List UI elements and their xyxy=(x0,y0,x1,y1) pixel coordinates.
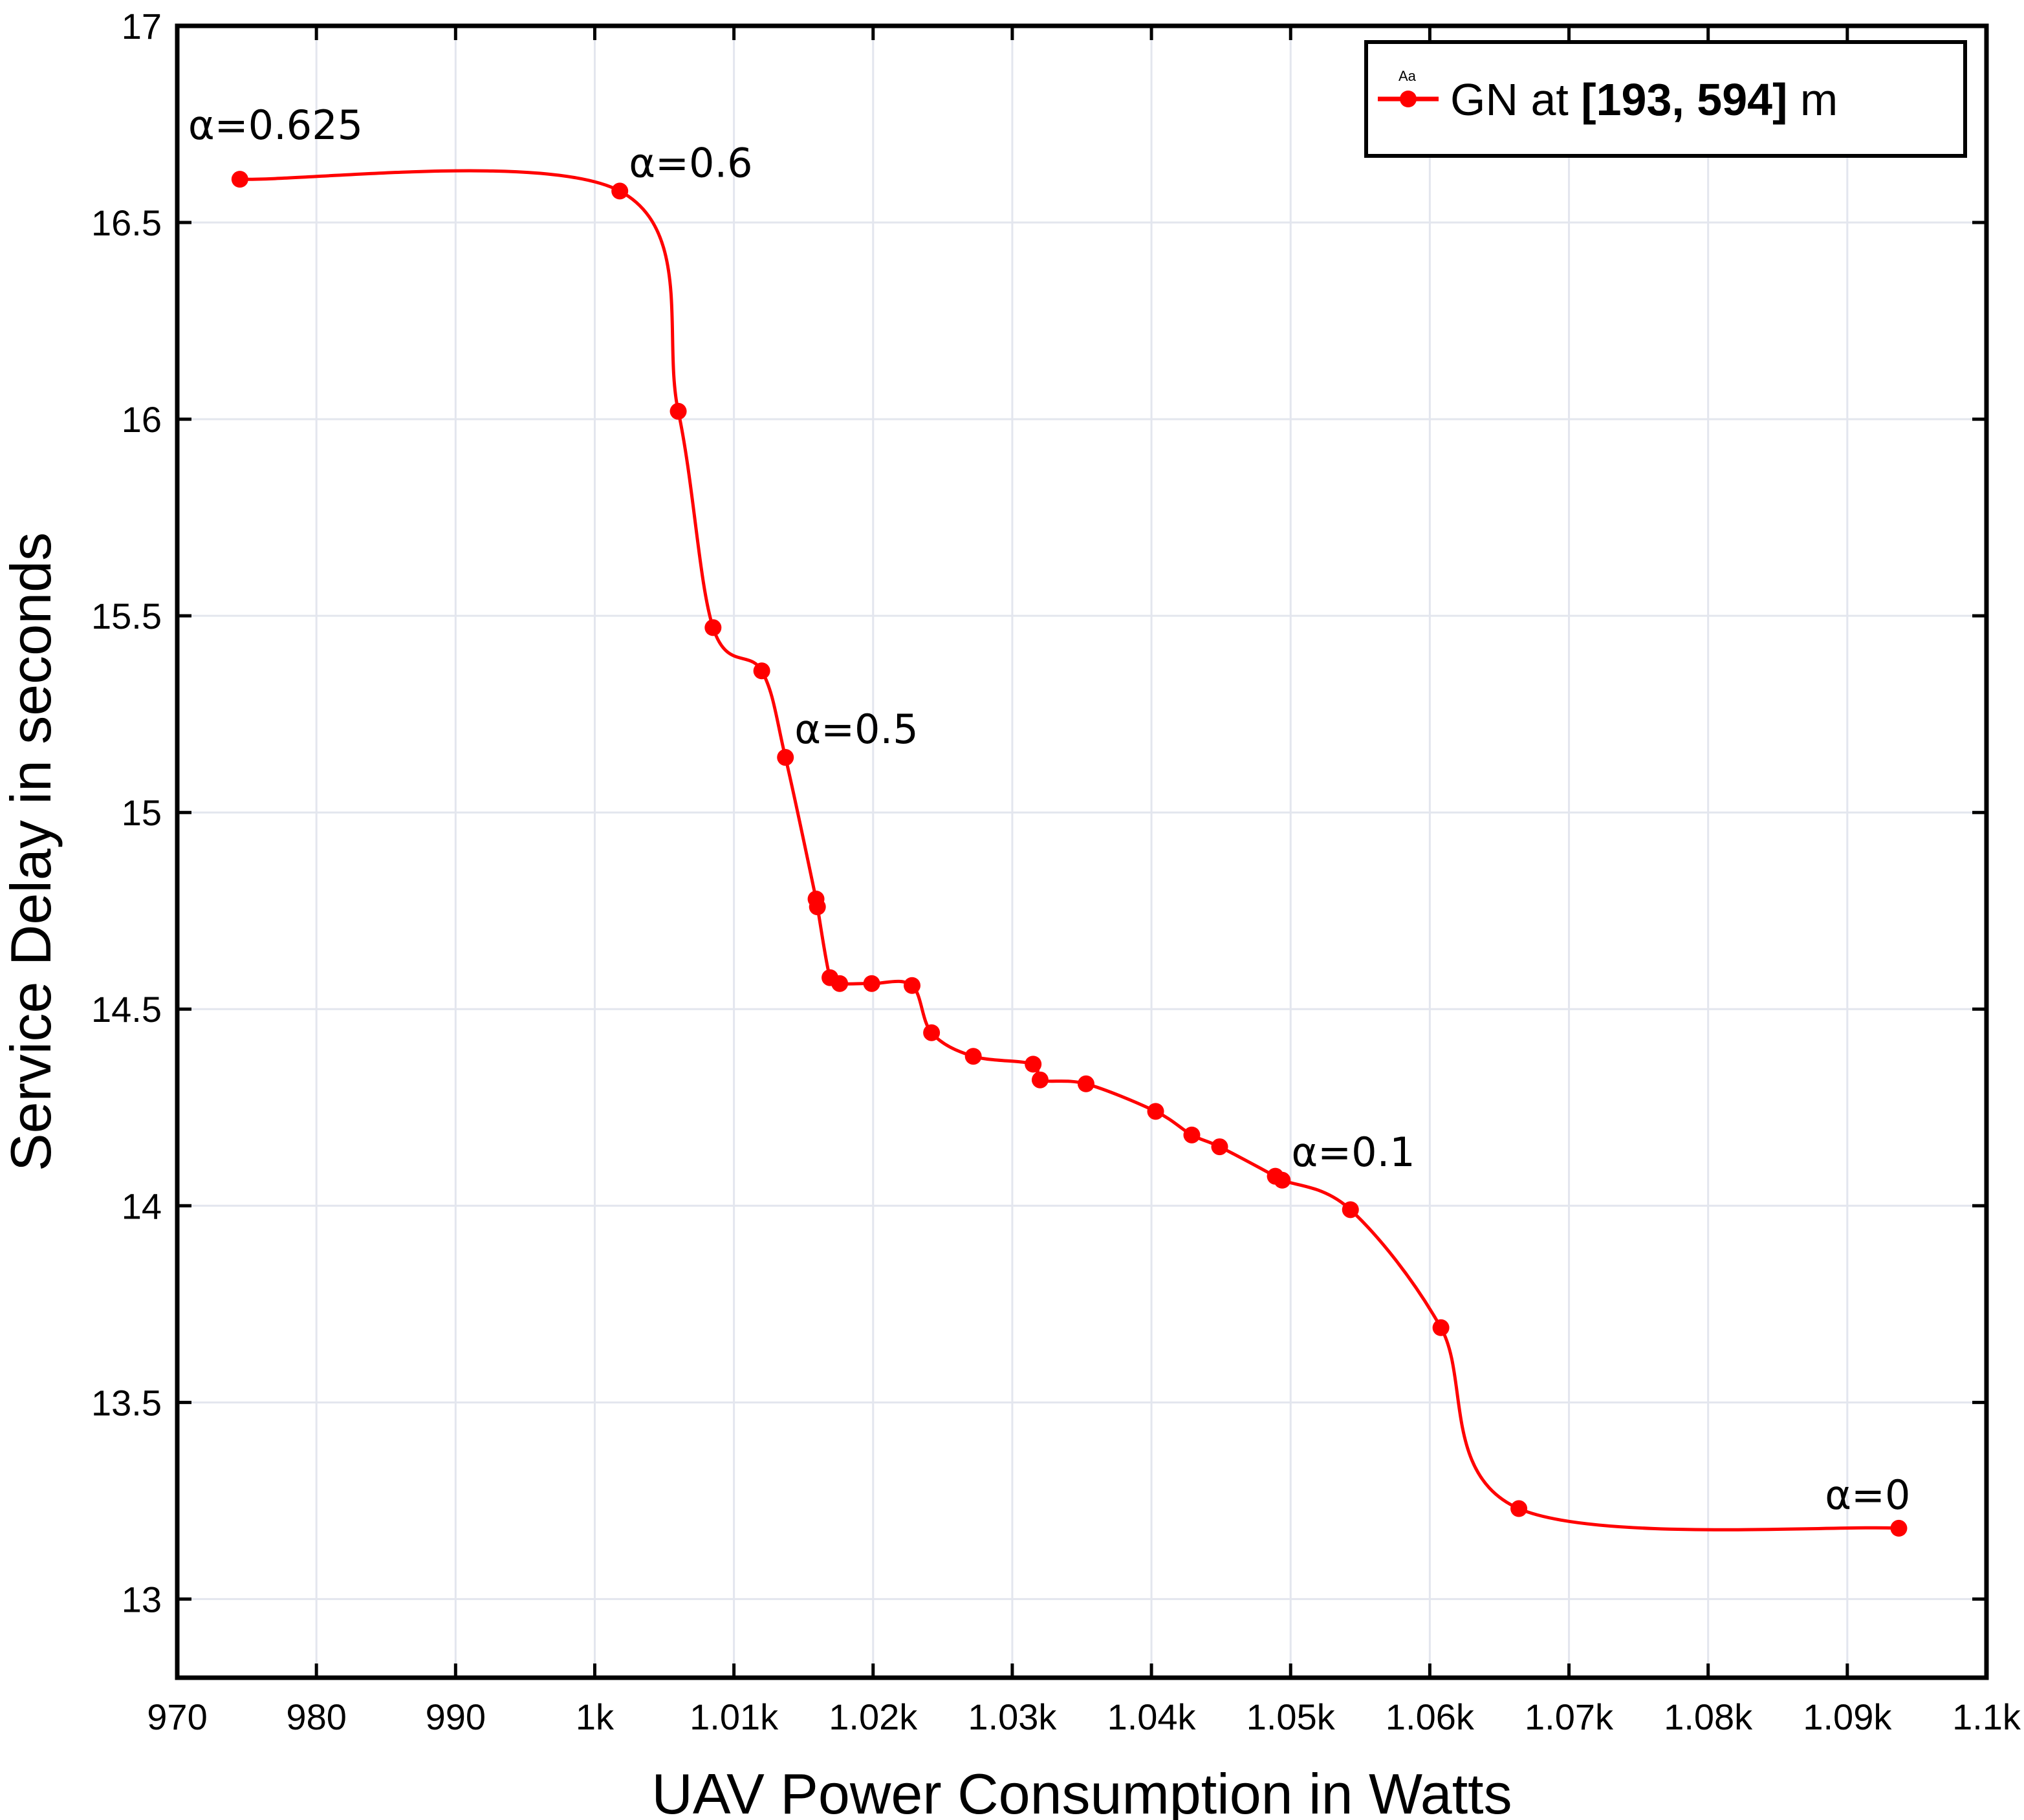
x-tick-label: 1.05k xyxy=(1246,1696,1336,1737)
x-tick-label: 1.01k xyxy=(690,1696,779,1737)
grid-lines xyxy=(176,25,1988,1678)
x-tick-label: 1k xyxy=(576,1696,615,1737)
x-tick-label: 1.04k xyxy=(1107,1696,1197,1737)
x-tick-label: 1.02k xyxy=(829,1696,918,1737)
series-curve xyxy=(239,169,1899,1532)
data-point xyxy=(1183,1126,1201,1143)
x-tick-label: 1.07k xyxy=(1525,1696,1614,1737)
y-tick-label: 14 xyxy=(122,1186,162,1226)
x-tick-label: 1.08k xyxy=(1664,1696,1753,1737)
alpha-annotation: α=0.1 xyxy=(1291,1129,1415,1176)
data-point xyxy=(704,619,722,636)
y-tick-label: 14.5 xyxy=(91,989,162,1030)
axis-ticks xyxy=(175,24,1988,1678)
y-tick-label: 16.5 xyxy=(91,202,162,243)
data-point xyxy=(231,171,248,188)
data-point xyxy=(1274,1171,1291,1189)
data-point xyxy=(863,975,880,992)
legend-label-bold: [193, 594] xyxy=(1581,74,1787,125)
data-point xyxy=(753,662,770,680)
annotations: α=0.625 α=0.6 α=0.5 α=0.1 α=0 xyxy=(188,102,1911,1519)
y-tick-labels: 13 13.5 14 14.5 15 15.5 16 16.5 17 xyxy=(91,6,162,1620)
y-tick-label: 13.5 xyxy=(91,1382,162,1423)
x-tick-label: 1.1k xyxy=(1952,1696,2021,1737)
x-tick-labels: 970 980 990 1k 1.01k 1.02k 1.03k 1.04k 1.05k 1.06… xyxy=(147,1696,2021,1737)
data-point xyxy=(1342,1201,1359,1219)
data-point xyxy=(1147,1103,1164,1120)
data-point xyxy=(1211,1138,1228,1156)
data-point xyxy=(809,898,826,916)
legend: Aa GN at [193, 594] m xyxy=(1364,40,1967,158)
y-axis-title: Service Delay in seconds xyxy=(0,532,63,1171)
legend-label-suffix: m xyxy=(1787,74,1838,125)
y-tick-label: 16 xyxy=(122,399,162,440)
x-tick-label: 980 xyxy=(286,1696,346,1737)
legend-label: GN at [193, 594] m xyxy=(1450,74,1838,125)
legend-box xyxy=(1364,40,1967,158)
data-point xyxy=(964,1048,982,1065)
data-point xyxy=(831,975,849,992)
data-point xyxy=(611,182,629,200)
x-tick-label: 1.03k xyxy=(968,1696,1057,1737)
alpha-annotation: α=0.6 xyxy=(629,139,752,186)
y-tick-label: 15.5 xyxy=(91,596,162,636)
data-point xyxy=(1077,1075,1094,1092)
y-tick-label: 17 xyxy=(122,6,162,47)
data-point xyxy=(669,402,687,420)
data-point xyxy=(1890,1519,1908,1537)
plot-frame xyxy=(175,23,1989,1680)
y-tick-label: 15 xyxy=(122,792,162,833)
data-point xyxy=(1031,1071,1049,1089)
x-tick-label: 1.09k xyxy=(1803,1696,1892,1737)
series-line xyxy=(239,169,1899,1532)
series-points xyxy=(231,171,1908,1537)
data-point xyxy=(904,977,921,994)
data-point xyxy=(1510,1500,1528,1517)
legend-label-prefix: GN at xyxy=(1450,74,1581,125)
data-point xyxy=(923,1024,941,1041)
alpha-annotation: α=0.5 xyxy=(794,706,918,753)
legend-marker-text: Aa xyxy=(1398,68,1417,84)
y-tick-label: 13 xyxy=(122,1579,162,1620)
x-tick-label: 1.06k xyxy=(1386,1696,1475,1737)
x-axis-title: UAV Power Consumption in Watts xyxy=(651,1762,1512,1820)
alpha-annotation: α=0 xyxy=(1825,1471,1910,1519)
data-point xyxy=(777,749,794,766)
alpha-annotation: α=0.625 xyxy=(188,102,363,149)
legend-marker xyxy=(1400,91,1417,107)
x-tick-label: 990 xyxy=(426,1696,486,1737)
data-point xyxy=(1432,1319,1450,1336)
x-tick-label: 970 xyxy=(147,1696,207,1737)
data-point xyxy=(1025,1056,1042,1073)
